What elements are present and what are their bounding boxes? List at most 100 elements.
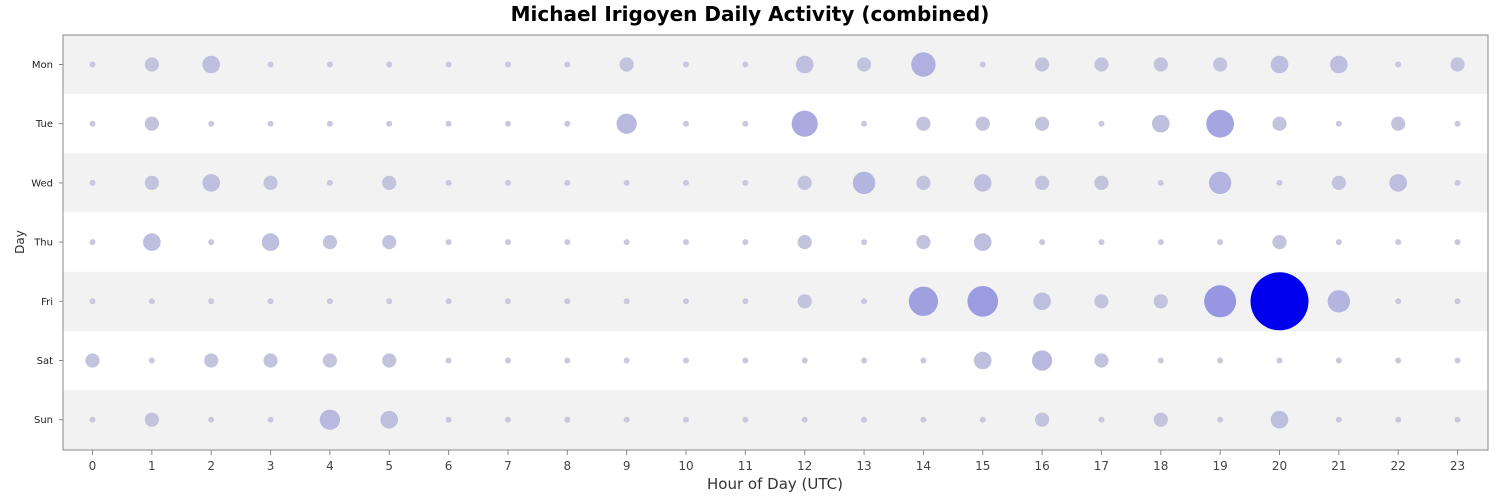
activity-bubble <box>801 357 808 364</box>
activity-bubble <box>564 120 571 127</box>
chart-title: Michael Irigoyen Daily Activity (combine… <box>511 2 990 26</box>
activity-bubble <box>920 416 927 423</box>
activity-bubble <box>382 353 397 368</box>
activity-bubble <box>148 357 155 364</box>
x-tick-label: 22 <box>1391 459 1406 473</box>
activity-bubble <box>1098 239 1105 246</box>
activity-bubble <box>1395 298 1402 305</box>
activity-bubble <box>916 234 931 250</box>
activity-bubble <box>1389 174 1408 192</box>
day-band <box>63 35 1488 95</box>
x-tick-label: 19 <box>1213 459 1228 473</box>
activity-bubble <box>89 298 96 305</box>
activity-bubble <box>1094 353 1109 368</box>
y-tick-label: Wed <box>31 178 53 189</box>
activity-bubble <box>326 179 333 186</box>
activity-bubble <box>1098 416 1105 423</box>
x-tick-label: 7 <box>504 459 512 473</box>
activity-bubble <box>1153 294 1168 309</box>
activity-bubble <box>683 298 689 305</box>
x-tick-label: 17 <box>1094 459 1109 473</box>
activity-bubble <box>916 116 931 131</box>
activity-bubble <box>856 57 872 72</box>
x-tick-label: 23 <box>1450 459 1465 473</box>
activity-bubble <box>797 175 812 191</box>
y-axis-ticks: Mon Tue Wed Thu Fri Sat Sun <box>31 60 63 426</box>
activity-bubble <box>1270 410 1289 429</box>
activity-bubble <box>683 120 689 127</box>
activity-bubble <box>1330 55 1348 74</box>
activity-bubble <box>326 120 333 127</box>
activity-bubble <box>616 113 637 134</box>
x-tick-label: 2 <box>207 459 215 473</box>
activity-bubble <box>504 416 511 423</box>
activity-bubble <box>623 179 630 186</box>
activity-bubble <box>920 357 927 364</box>
activity-bubble <box>1454 298 1461 305</box>
activity-bubble <box>683 239 689 246</box>
activity-bubble <box>742 120 749 127</box>
activity-bubble <box>797 234 812 250</box>
activity-bubble <box>504 61 511 68</box>
activity-bubble <box>1327 290 1351 313</box>
x-tick-label: 1 <box>148 459 156 473</box>
activity-bubble <box>564 357 571 364</box>
activity-bubble <box>791 110 818 137</box>
activity-bubble <box>386 298 393 305</box>
y-tick-label: Sat <box>37 356 53 367</box>
activity-bubble <box>1034 175 1050 191</box>
activity-bubble <box>208 298 215 305</box>
activity-bubble <box>144 57 159 72</box>
activity-bubble <box>208 239 215 246</box>
activity-bubble <box>979 61 986 68</box>
x-tick-label: 13 <box>856 459 871 473</box>
activity-bubble <box>144 116 159 131</box>
x-tick-label: 6 <box>445 459 453 473</box>
activity-bubble <box>742 61 749 68</box>
activity-bubble <box>1331 175 1346 191</box>
activity-bubble <box>267 416 274 423</box>
day-band <box>63 271 1488 331</box>
activity-bubble <box>1454 120 1461 127</box>
activity-bubble <box>144 412 159 427</box>
activity-bubble <box>263 175 278 191</box>
x-axis-label: Hour of Day (UTC) <box>707 475 843 493</box>
activity-bubble <box>564 61 571 68</box>
activity-bubble <box>916 175 931 191</box>
activity-bubble <box>911 52 936 77</box>
activity-bubble <box>742 239 749 246</box>
activity-bubble <box>564 179 571 186</box>
activity-bubble <box>144 175 159 191</box>
activity-bubble <box>861 298 868 305</box>
y-tick-label: Sun <box>34 415 53 426</box>
activity-bubble <box>504 179 511 186</box>
activity-bubble <box>1450 57 1465 72</box>
x-tick-label: 20 <box>1272 459 1287 473</box>
activity-bubble <box>1272 116 1287 131</box>
activity-bubble <box>208 120 215 127</box>
day-bands <box>63 35 1488 450</box>
activity-bubble <box>564 416 571 423</box>
activity-bubble <box>861 239 868 246</box>
activity-bubble <box>445 120 452 127</box>
activity-bubble <box>1031 350 1053 371</box>
activity-bubble <box>143 233 161 251</box>
activity-bubble <box>852 171 876 195</box>
activity-bubble <box>1250 272 1309 331</box>
activity-bubble <box>973 174 992 192</box>
activity-bubble <box>1157 179 1164 186</box>
day-band <box>63 94 1488 154</box>
activity-bubble <box>504 357 511 364</box>
activity-bubble <box>683 416 689 423</box>
activity-bubble <box>202 55 221 74</box>
activity-bubble <box>261 233 280 251</box>
activity-bubble <box>89 416 96 423</box>
activity-bubble <box>1204 285 1237 318</box>
day-band <box>63 390 1488 450</box>
x-tick-label: 15 <box>975 459 990 473</box>
y-tick-label: Thu <box>33 238 53 249</box>
x-tick-label: 3 <box>267 459 275 473</box>
activity-bubble <box>445 298 452 305</box>
activity-bubble <box>795 55 814 74</box>
activity-bubble <box>1335 239 1342 246</box>
